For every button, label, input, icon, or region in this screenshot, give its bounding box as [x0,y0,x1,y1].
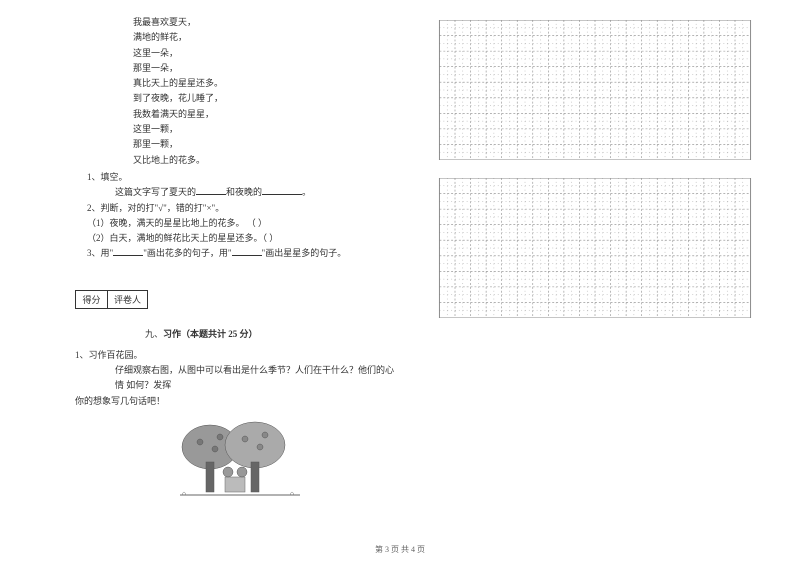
score-header: 得分 [76,291,108,308]
poem-block: 我最喜欢夏天， 满地的鲜花， 这里一朵， 那里一朵， 真比天上的星星还多。 到了… [75,15,400,168]
writing-question-num: 1、习作百花园。 [75,348,400,363]
question-1-label: 1、填空。 [87,170,400,185]
blank-field[interactable] [262,185,302,195]
question-2-label: 2、判断，对的打"√"，错的打"×"。 [87,201,400,216]
blank-field[interactable] [232,246,262,256]
poem-line: 那里一颗， [133,137,400,152]
poem-line: 我数着满天的星星， [133,107,400,122]
writing-grid-lower[interactable] [435,178,755,318]
blank-field[interactable] [196,185,226,195]
page-footer: 第 3 页 共 4 页 [0,544,800,555]
reviewer-header: 评卷人 [108,291,147,308]
poem-line: 满地的鲜花， [133,30,400,45]
poem-line: 真比天上的星星还多。 [133,76,400,91]
poem-line: 我最喜欢夏天， [133,15,400,30]
question-1-text: 这篇文字写了夏天的和夜晚的。 [87,185,400,200]
blank-field[interactable] [113,246,143,256]
question-3: 3、用""画出花多的句子，用""画出星星多的句子。 [87,246,400,261]
poem-line: 这里一朵， [133,46,400,61]
poem-line: 又比地上的花多。 [133,153,400,168]
writing-description: 你的想象写几句话吧！ [75,394,400,409]
question-2-1: （1）夜晚，满天的星星比地上的花多。 （ ） [87,216,400,231]
writing-description: 仔细观察右图，从图中可以看出是什么季节？人们在干什么？他们的心情 如何？发挥 [75,363,400,394]
poem-line: 那里一朵， [133,61,400,76]
illustration-trees [170,417,315,512]
writing-grid-upper[interactable] [435,20,755,160]
question-2-2: （2）白天，满地的鲜花比天上的星星还多。（ ） [87,231,400,246]
poem-line: 到了夜晚，花儿睡了， [133,91,400,106]
writing-block: 1、习作百花园。 仔细观察右图，从图中可以看出是什么季节？人们在干什么？他们的心… [75,348,400,409]
poem-line: 这里一颗， [133,122,400,137]
section-heading: 九、习作（本题共计 25 分） [75,327,400,340]
questions-block: 1、填空。 这篇文字写了夏天的和夜晚的。 2、判断，对的打"√"，错的打"×"。… [75,170,400,262]
score-table: 得分 评卷人 [75,290,148,309]
